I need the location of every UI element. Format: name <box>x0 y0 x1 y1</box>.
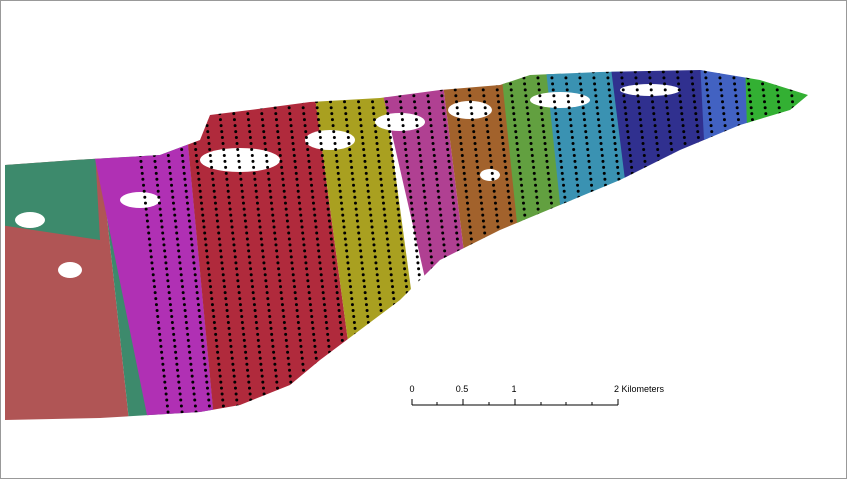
scale-label: 0.5 <box>456 384 469 394</box>
scale-label: 0 <box>409 384 414 394</box>
scale-label: 1 <box>511 384 516 394</box>
page: 0 0.5 1 2 Kilometers (() => { const data… <box>0 0 847 479</box>
map: 0 0.5 1 2 Kilometers <box>0 0 847 479</box>
scale-label: 2 Kilometers <box>614 384 665 394</box>
